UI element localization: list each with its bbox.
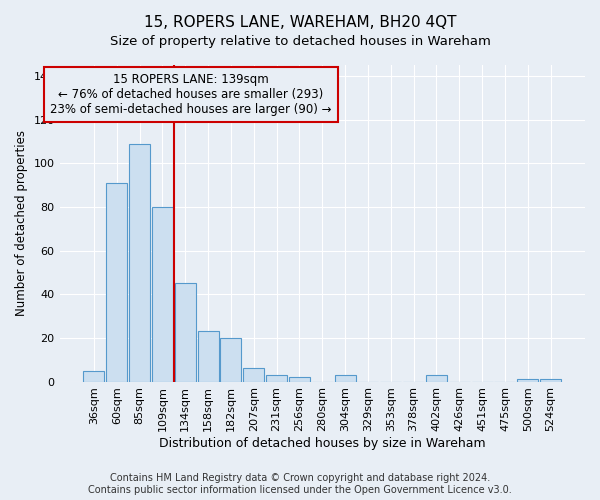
Bar xyxy=(266,375,287,382)
Bar xyxy=(197,332,218,382)
Bar xyxy=(83,370,104,382)
Bar xyxy=(220,338,241,382)
Text: Contains HM Land Registry data © Crown copyright and database right 2024.
Contai: Contains HM Land Registry data © Crown c… xyxy=(88,474,512,495)
Bar xyxy=(289,377,310,382)
Bar xyxy=(426,375,447,382)
Text: 15, ROPERS LANE, WAREHAM, BH20 4QT: 15, ROPERS LANE, WAREHAM, BH20 4QT xyxy=(144,15,456,30)
Y-axis label: Number of detached properties: Number of detached properties xyxy=(15,130,28,316)
Text: 15 ROPERS LANE: 139sqm
← 76% of detached houses are smaller (293)
23% of semi-de: 15 ROPERS LANE: 139sqm ← 76% of detached… xyxy=(50,73,332,116)
Bar xyxy=(129,144,150,382)
Bar xyxy=(243,368,264,382)
Bar xyxy=(540,380,561,382)
Bar xyxy=(152,207,173,382)
X-axis label: Distribution of detached houses by size in Wareham: Distribution of detached houses by size … xyxy=(159,437,485,450)
Text: Size of property relative to detached houses in Wareham: Size of property relative to detached ho… xyxy=(110,35,490,48)
Bar xyxy=(106,183,127,382)
Bar xyxy=(517,380,538,382)
Bar xyxy=(335,375,356,382)
Bar xyxy=(175,284,196,382)
